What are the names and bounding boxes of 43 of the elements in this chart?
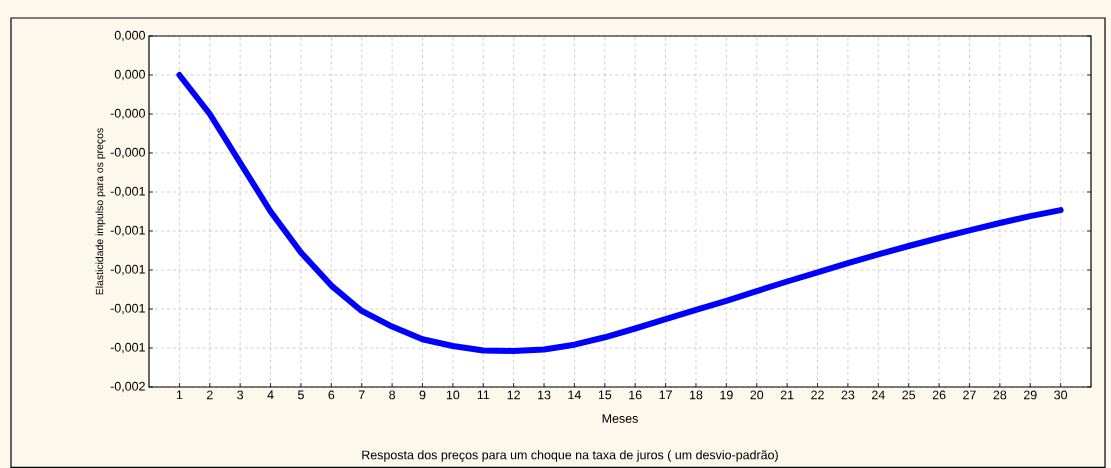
x-tick-label: 9 — [419, 390, 426, 400]
x-tick-label: 10 — [446, 390, 460, 400]
x-tick-label: 19 — [720, 390, 733, 400]
y-tick-label: -0,002 — [110, 381, 145, 393]
x-tick-label: 14 — [568, 390, 581, 400]
x-tick-label: 3 — [237, 390, 244, 400]
x-tick-label: 5 — [297, 390, 304, 400]
x-tick-label: 18 — [690, 390, 703, 400]
y-tick-label: 0,000 — [114, 30, 145, 42]
y-axis-title: Elasticidade impulso para os preços — [95, 128, 106, 295]
x-tick-label: 12 — [507, 390, 520, 400]
x-tick-label: 1 — [176, 390, 183, 400]
x-tick-label: 21 — [780, 390, 794, 400]
y-tick-label: -0,000 — [110, 108, 145, 120]
y-tick-label: 0,000 — [114, 69, 145, 81]
x-tick-label: 25 — [902, 390, 916, 400]
x-tick-label: 27 — [963, 390, 976, 400]
x-tick-label: 11 — [477, 390, 490, 400]
x-axis-title: Meses — [602, 414, 638, 423]
x-tick-label: 15 — [598, 390, 612, 400]
x-tick-label: 26 — [932, 390, 946, 400]
x-tick-label: 23 — [841, 390, 855, 400]
y-tick-label: -0,001 — [110, 186, 145, 198]
x-tick-label: 16 — [629, 390, 642, 400]
x-tick-label: 2 — [206, 390, 213, 400]
x-tick-label: 7 — [358, 390, 365, 400]
y-tick-label: -0,000 — [110, 147, 145, 159]
text: Resposta dos preços para um choque na taxa de juros ( um desvio-padrão) — [362, 450, 778, 462]
x-tick-label: 29 — [1023, 390, 1037, 400]
x-tick-label: 6 — [328, 390, 335, 400]
x-tick-label: 30 — [1054, 390, 1068, 400]
x-tick-label: 13 — [538, 390, 551, 400]
y-tick-label: -0,001 — [110, 225, 145, 237]
x-tick-label: 20 — [750, 390, 764, 400]
x-tick-label: 8 — [389, 390, 396, 400]
x-tick-label: 17 — [659, 390, 672, 400]
x-tick-label: 22 — [811, 390, 824, 400]
x-tick-label: 28 — [993, 390, 1007, 400]
y-tick-label: -0,001 — [110, 342, 145, 354]
x-tick-label: 24 — [872, 390, 885, 400]
x-tick-label: 4 — [267, 390, 274, 400]
y-tick-label: -0,001 — [110, 303, 145, 315]
y-tick-label: -0,001 — [110, 264, 145, 276]
